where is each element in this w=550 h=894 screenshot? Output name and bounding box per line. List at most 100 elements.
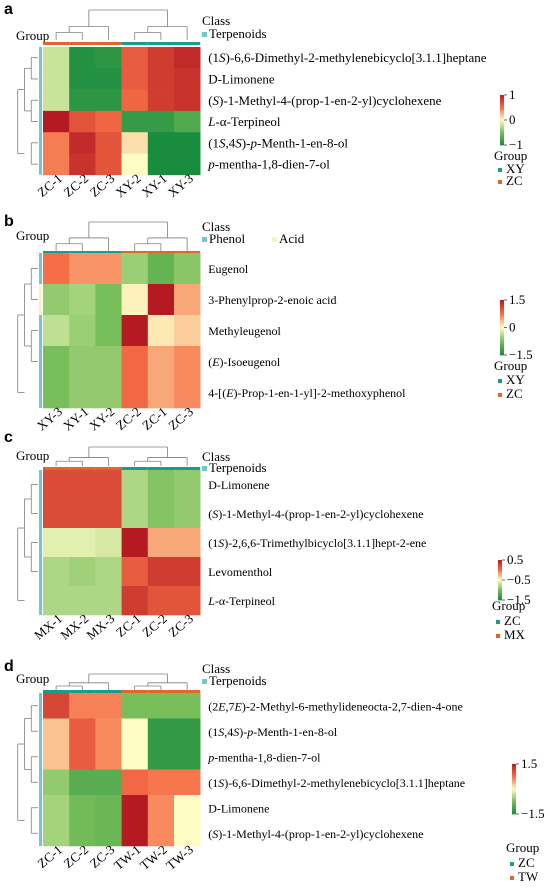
class-legend-swatch [202, 237, 207, 242]
color-scale-tick: 0 [509, 320, 516, 335]
heatmap-cell [147, 253, 175, 285]
class-bar-cell [39, 253, 42, 284]
color-scale-segment [512, 810, 516, 813]
class-legend-label: Terpenoids [209, 26, 267, 41]
color-scale-segment [498, 561, 502, 564]
heatmap-cell [121, 795, 149, 821]
color-scale-segment [498, 572, 502, 574]
color-scale-segment [500, 336, 504, 339]
heatmap-cell [147, 744, 175, 770]
group-legend-swatch [498, 168, 502, 172]
color-scale-segment [500, 300, 504, 303]
color-scale-segment [512, 765, 516, 768]
color-scale-segment [512, 790, 516, 793]
color-scale-segment [500, 96, 504, 99]
heatmap-cell [69, 528, 96, 558]
group-bar-cell [174, 690, 201, 693]
heatmap-cell [69, 499, 96, 529]
heatmap-cell [147, 557, 175, 587]
group-bar-cell [147, 690, 174, 693]
heatmap-cell [43, 315, 70, 347]
heatmap-cell [174, 795, 201, 821]
color-scale-segment [498, 560, 502, 562]
group-legend-label: ZC [504, 613, 521, 628]
heatmap-cell [121, 346, 149, 378]
row-label: (1S,4S)-p-Menth-1-en-8-ol [208, 725, 338, 739]
group-legend-label: ZC [506, 173, 523, 188]
heatmap-cell [174, 693, 201, 719]
class-legend-label: Terpenoids [209, 673, 267, 688]
group-bar-cell [121, 42, 148, 45]
color-scale-segment [500, 340, 504, 343]
color-scale-segment [500, 325, 504, 328]
heatmap-cell [147, 284, 175, 316]
class-bar-cell [39, 68, 42, 90]
color-scale-segment [512, 812, 516, 815]
heatmap-cell [69, 693, 96, 719]
color-scale-segment [498, 568, 502, 570]
heatmap-cell [121, 470, 149, 500]
group-legend-title: Group [494, 148, 527, 163]
class-bar-cell [39, 769, 42, 795]
color-scale-segment [500, 123, 504, 126]
color-scale-segment [498, 566, 502, 569]
column-label: MX-1 [31, 611, 65, 643]
heatmap-cell [121, 820, 149, 847]
color-scale-segment [500, 118, 504, 121]
heatmap-cell [147, 132, 175, 154]
color-scale-segment [512, 775, 516, 778]
class-legend-label: Terpenoids [209, 460, 267, 475]
class-bar-cell [39, 110, 42, 133]
column-label: MX-3 [83, 611, 117, 643]
row-dendrogram [17, 268, 38, 393]
heatmap-cell [69, 68, 96, 90]
heatmap-cell [95, 470, 122, 500]
color-scale-segment [500, 136, 504, 139]
color-scale-segment [498, 588, 502, 590]
heatmap-cell [121, 528, 149, 558]
heatmap-cell [174, 47, 201, 69]
row-label: L-α-Terpineol [207, 114, 281, 129]
column-label: TW-3 [163, 842, 196, 873]
heatmap-cell [69, 820, 96, 847]
heatmap-cell [95, 110, 122, 133]
color-scale-segment [500, 110, 504, 113]
color-scale-segment [500, 135, 504, 138]
color-scale-segment [512, 794, 516, 797]
column-label: MX-2 [57, 611, 91, 643]
heatmap-cell [43, 769, 70, 796]
color-scale-segment [498, 562, 502, 565]
heatmap-cell [174, 377, 201, 409]
group-legend-swatch [510, 876, 514, 880]
heatmap-cell [69, 769, 96, 796]
group-bar-cell [121, 467, 148, 470]
color-scale-segment [500, 333, 504, 336]
color-scale-segment [512, 802, 516, 805]
color-scale-segment [500, 309, 504, 312]
heatmap-cell [95, 795, 122, 821]
color-scale-tick: −1.5 [507, 592, 531, 607]
heatmap-cell [121, 253, 149, 285]
heatmap-cell [95, 377, 122, 409]
panel-c: cGroupD-Limonene(S)-1-Methyl-4-(prop-1-e… [4, 429, 531, 643]
heatmap-cell [147, 718, 175, 745]
heatmap-cell [147, 795, 175, 821]
heatmap-cell [95, 499, 122, 529]
heatmap-cell [174, 110, 201, 133]
group-legend-swatch [498, 393, 502, 397]
heatmap-cell [147, 110, 175, 133]
group-legend-label: MX [504, 627, 526, 642]
color-scale-segment [500, 323, 504, 327]
heatmap-cell [69, 795, 96, 821]
heatmap-cell [95, 557, 122, 587]
color-scale-segment [500, 331, 504, 334]
color-scale-segment [500, 130, 504, 133]
row-label: 3-Phenylprop-2-enoic acid [208, 293, 336, 307]
heatmap-cell [147, 820, 175, 847]
group-legend-label: XY [506, 372, 525, 387]
column-label: TW-2 [137, 842, 170, 873]
color-scale-segment [498, 586, 502, 589]
row-label: (1S)-6,6-Dimethyl-2-methylenebicyclo[3.1… [208, 50, 487, 65]
color-scale-segment [512, 789, 516, 792]
heatmap-cell [69, 346, 96, 378]
